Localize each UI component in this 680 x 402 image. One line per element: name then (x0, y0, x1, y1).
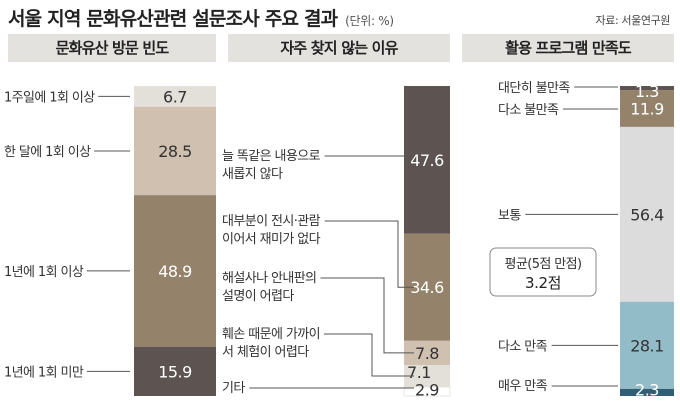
category-label-1-3-line-1: 서 체험이 어렵다 (222, 345, 309, 360)
value-label-1-4: 2.9 (415, 381, 439, 400)
value-label-0-0: 6.7 (163, 87, 187, 106)
value-label-1-0: 47.6 (410, 151, 444, 170)
connector-line-1-1 (324, 220, 414, 288)
average-label: 평균(5점 만점) (505, 257, 582, 272)
bar-segment-0-3 (134, 346, 216, 396)
chart-title: 서울 지역 문화유산관련 설문조사 주요 결과 (단위: %) (8, 4, 394, 31)
value-label-1-3: 7.1 (407, 363, 431, 382)
bar-segment-0-1 (134, 106, 216, 196)
category-label-2-2: 보통 (498, 208, 521, 223)
value-label-2-4: 2.3 (635, 380, 659, 399)
connector-line-1-3 (323, 333, 414, 377)
category-label-2-1: 다소 불만족 (498, 103, 559, 118)
category-label-1-0-line-1: 새롭지 않다 (222, 167, 283, 182)
value-label-2-0: 1.3 (635, 82, 659, 101)
bar-segment-0-0 (134, 86, 216, 107)
panel-header-reasons: 자주 찾지 않는 이유 (228, 34, 450, 62)
value-label-1-2: 7.8 (415, 344, 439, 363)
bar-segment-1-3 (404, 365, 450, 388)
title-text: 서울 지역 문화유산관련 설문조사 주요 결과 (8, 8, 338, 30)
value-label-1-1: 34.6 (410, 278, 444, 297)
unit-label: (단위: %) (345, 14, 394, 28)
category-label-1-2-line-0: 해설사나 안내판의 (222, 271, 316, 286)
category-label-0-2: 1년에 1회 이상 (4, 265, 84, 280)
value-label-2-2: 56.4 (630, 205, 664, 224)
category-label-1-0-line-0: 늘 똑같은 내용으로 (222, 149, 321, 164)
average-box (489, 247, 597, 297)
bar-segment-1-4 (403, 386, 451, 397)
category-label-0-1: 한 달에 1회 이상 (4, 145, 91, 160)
value-label-2-3: 28.1 (630, 336, 664, 355)
source-label: 자료: 서울연구원 (595, 14, 671, 27)
value-label-0-3: 15.9 (158, 362, 192, 381)
value-label-2-1: 11.9 (630, 99, 664, 118)
panel-header-satisfaction: 활용 프로그램 만족도 (462, 34, 674, 62)
panel-header-visit-frequency: 문화유산 방문 빈도 (8, 34, 216, 62)
category-label-2-0: 대단히 불만족 (498, 81, 570, 96)
category-label-0-3: 1년에 1회 미만 (4, 365, 84, 380)
bar-segment-2-4 (620, 388, 674, 396)
bar-segment-1-0 (404, 86, 450, 234)
category-label-1-1-line-1: 이어서 재미가 없다 (222, 232, 321, 247)
bar-segment-2-0 (620, 86, 674, 91)
value-label-0-2: 48.9 (158, 262, 192, 281)
average-value: 3.2점 (525, 274, 561, 292)
category-label-0-0: 1주일에 1회 이상 (4, 90, 95, 105)
bar-segment-2-3 (620, 301, 674, 389)
bar-segment-0-2 (134, 195, 216, 347)
category-label-1-4-line-0: 기타 (222, 381, 245, 396)
category-label-2-4: 매우 만족 (498, 379, 548, 394)
bar-segment-2-2 (620, 126, 674, 302)
category-label-1-2-line-1: 설명이 어렵다 (222, 289, 294, 304)
connector-line-1-2 (320, 277, 414, 354)
category-label-1-3-line-0: 훼손 때문에 가까이 (222, 327, 320, 342)
bar-segment-2-1 (620, 90, 674, 127)
category-label-1-1-line-0: 대부분이 전시·관람 (222, 214, 321, 229)
value-label-0-1: 28.5 (158, 142, 192, 161)
category-label-2-3: 다소 만족 (498, 339, 548, 354)
